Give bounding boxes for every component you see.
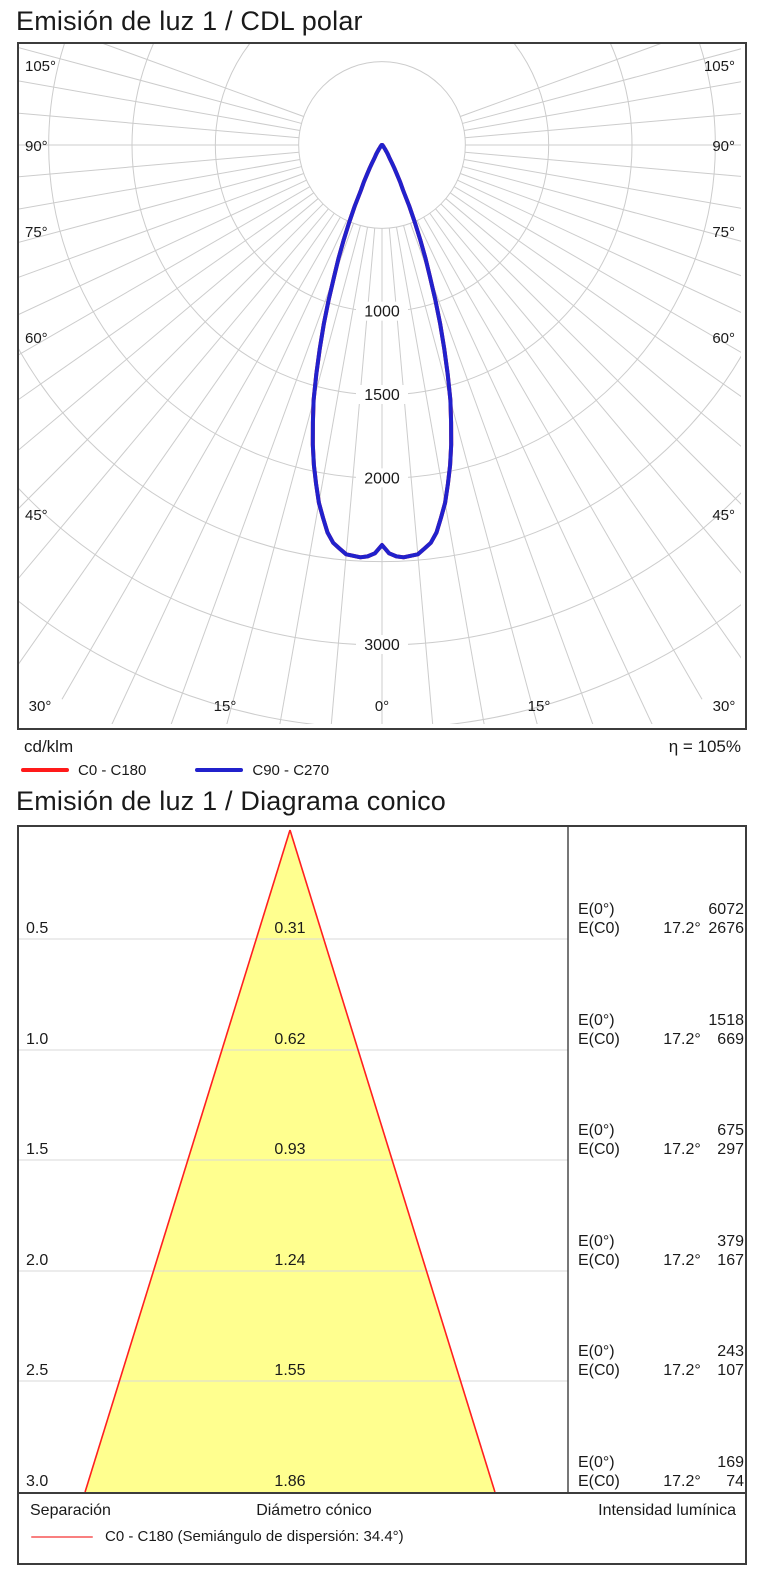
svg-text:105°: 105° — [704, 58, 735, 75]
svg-text:15°: 15° — [528, 698, 551, 715]
svg-text:1.24: 1.24 — [274, 1252, 305, 1269]
svg-text:105°: 105° — [25, 58, 56, 75]
svg-text:75°: 75° — [25, 224, 48, 241]
svg-text:1.55: 1.55 — [274, 1362, 305, 1379]
svg-text:1000: 1000 — [364, 304, 400, 321]
svg-text:15°: 15° — [214, 698, 237, 715]
svg-text:E(C0): E(C0) — [578, 920, 620, 937]
c90-c270-label: C90 - C270 — [252, 761, 330, 779]
polar-diagram-svg: 1000 1500 2000 3000 105° 105° 90° 90° 75° 75° 60° 6… — [19, 44, 741, 724]
svg-text:75°: 75° — [712, 224, 735, 241]
polar-chart-title: Emisión de luz 1 / CDL polar — [16, 6, 363, 36]
svg-text:17.2°: 17.2° — [663, 1031, 701, 1048]
svg-text:30°: 30° — [713, 698, 736, 715]
svg-text:17.2°: 17.2° — [663, 920, 701, 937]
svg-text:3000: 3000 — [364, 637, 400, 654]
polar-unit-label: cd/klm — [24, 737, 74, 756]
svg-text:E(C0): E(C0) — [578, 1031, 620, 1048]
svg-text:17.2°: 17.2° — [663, 1141, 701, 1158]
svg-text:297: 297 — [717, 1141, 744, 1158]
svg-text:1.5: 1.5 — [26, 1141, 48, 1158]
svg-text:243: 243 — [717, 1343, 744, 1360]
svg-text:74: 74 — [726, 1473, 744, 1490]
polar-legend: cd/klm η = 105% C0 - C180 C90 - C270 — [19, 734, 745, 786]
svg-text:60°: 60° — [25, 330, 48, 347]
svg-text:1.0: 1.0 — [26, 1031, 48, 1048]
svg-text:E(0°): E(0°) — [578, 1233, 615, 1250]
svg-text:107: 107 — [717, 1362, 744, 1379]
svg-text:45°: 45° — [25, 507, 48, 524]
svg-text:379: 379 — [717, 1233, 744, 1250]
svg-text:0.31: 0.31 — [274, 920, 305, 937]
svg-text:30°: 30° — [29, 698, 52, 715]
c0-c180-line-swatch — [21, 768, 69, 772]
polar-chart: 1000 1500 2000 3000 105° 105° 90° 90° 75° 75° 60° 6… — [17, 42, 747, 730]
svg-text:17.2°: 17.2° — [663, 1252, 701, 1269]
svg-text:1518: 1518 — [708, 1012, 744, 1029]
svg-text:669: 669 — [717, 1031, 744, 1048]
svg-text:0.5: 0.5 — [26, 920, 48, 937]
svg-text:E(0°): E(0°) — [578, 1343, 615, 1360]
svg-text:0.62: 0.62 — [274, 1031, 305, 1048]
svg-text:169: 169 — [717, 1454, 744, 1471]
svg-text:17.2°: 17.2° — [663, 1362, 701, 1379]
svg-text:1500: 1500 — [364, 387, 400, 404]
svg-text:E(C0): E(C0) — [578, 1473, 620, 1490]
svg-text:2.5: 2.5 — [26, 1362, 48, 1379]
cone-legend-label: C0 - C180 (Semiángulo de dispersión: 34.… — [105, 1528, 404, 1545]
svg-text:2676: 2676 — [708, 920, 744, 937]
svg-text:675: 675 — [717, 1122, 744, 1139]
luminous-intensity-column-label: Intensidad lumínica — [598, 1502, 736, 1519]
polar-legend-row: C0 - C180 C90 - C270 — [21, 760, 378, 780]
svg-text:E(C0): E(C0) — [578, 1362, 620, 1379]
cone-diameter-column-label: Diámetro cónico — [256, 1502, 372, 1519]
svg-text:45°: 45° — [712, 507, 735, 524]
svg-text:3.0: 3.0 — [26, 1473, 48, 1490]
svg-text:E(C0): E(C0) — [578, 1141, 620, 1158]
c90-c270-line-swatch — [195, 768, 244, 772]
svg-text:1.86: 1.86 — [274, 1473, 305, 1490]
svg-text:E(0°): E(0°) — [578, 1454, 615, 1471]
svg-text:6072: 6072 — [708, 901, 744, 918]
svg-text:0°: 0° — [375, 698, 389, 715]
svg-text:17.2°: 17.2° — [663, 1473, 701, 1490]
cone-c0-c180-line-swatch — [31, 1535, 93, 1538]
svg-text:167: 167 — [717, 1252, 744, 1269]
cone-legend-row: C0 - C180 (Semiángulo de dispersión: 34.… — [31, 1528, 404, 1545]
svg-text:2000: 2000 — [364, 470, 400, 487]
efficiency-label: η = 105% — [668, 737, 741, 756]
svg-text:E(0°): E(0°) — [578, 1122, 615, 1139]
cone-chart: 0.5 0.31 E(0°) 6072 E(C0) 17.2° 2676 1.0 0.62 E(0… — [17, 825, 747, 1565]
c0-c180-label: C0 - C180 — [78, 761, 147, 779]
svg-text:90°: 90° — [25, 138, 48, 155]
svg-text:0.93: 0.93 — [274, 1141, 305, 1158]
svg-text:2.0: 2.0 — [26, 1252, 48, 1269]
svg-text:E(0°): E(0°) — [578, 901, 615, 918]
cone-chart-title: Emisión de luz 1 / Diagrama conico — [16, 786, 446, 816]
svg-text:E(C0): E(C0) — [578, 1252, 620, 1269]
cone-diagram-svg: 0.5 0.31 E(0°) 6072 E(C0) 17.2° 2676 1.0 0.62 E(0… — [19, 827, 744, 1492]
cone-footer: Separación Diámetro cónico Intensidad lu… — [19, 1492, 745, 1563]
svg-text:E(0°): E(0°) — [578, 1012, 615, 1029]
separation-column-label: Separación — [30, 1502, 111, 1519]
svg-text:60°: 60° — [712, 330, 735, 347]
svg-text:90°: 90° — [712, 138, 735, 155]
